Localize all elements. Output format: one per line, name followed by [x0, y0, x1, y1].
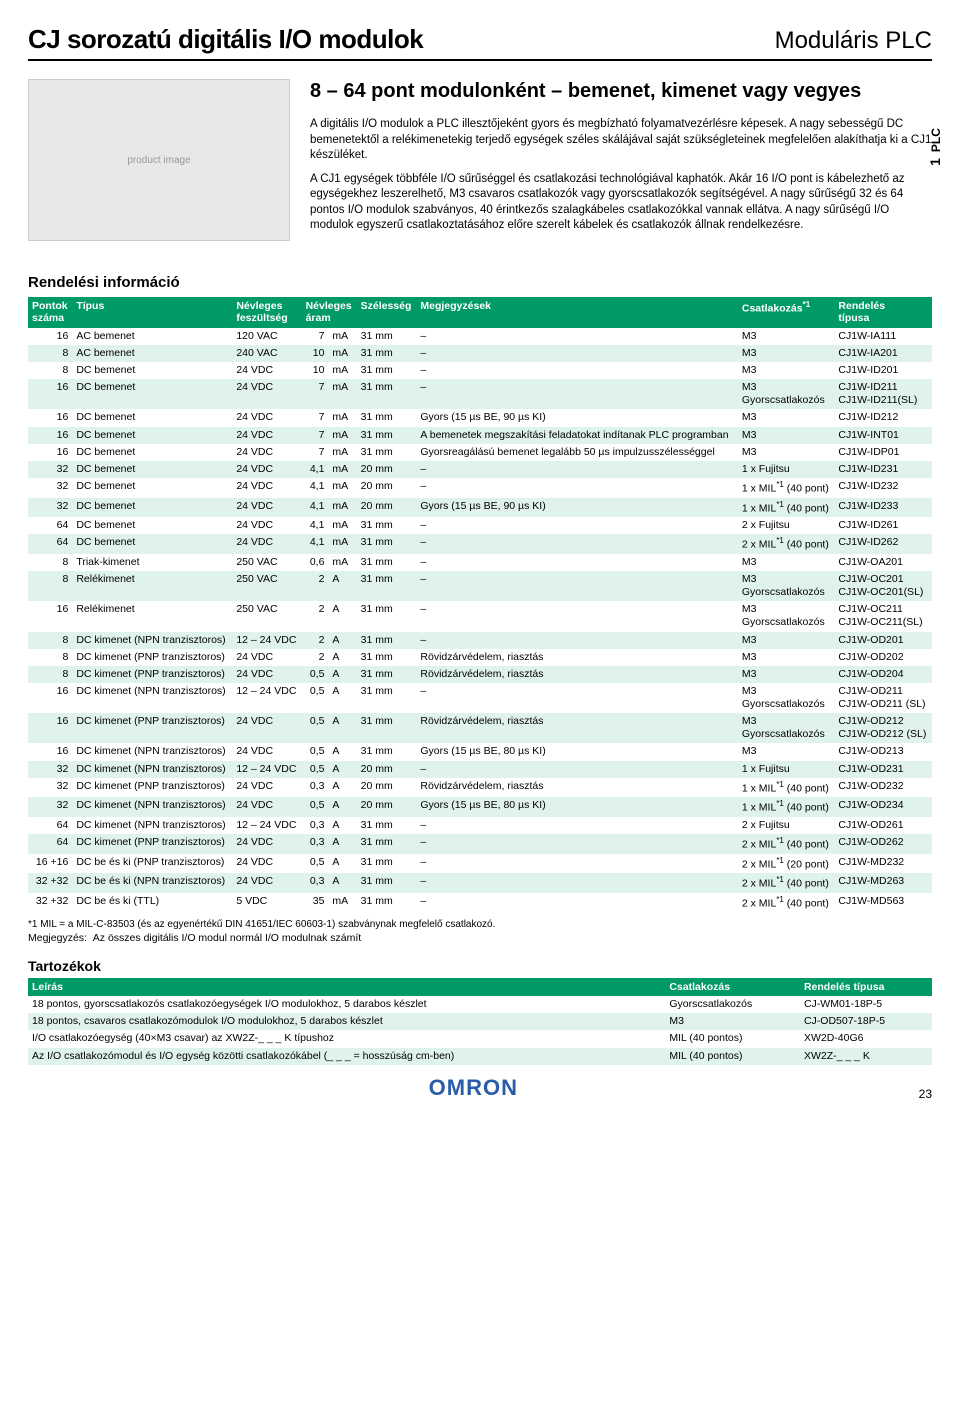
table-row: 8Relékimenet250 VAC2A31 mm–M3Gyorscsatla… [28, 571, 932, 601]
order-table: PontokszámaTípusNévlegesfeszültségNévleg… [28, 297, 932, 913]
table-row: 64DC bemenet24 VDC4,1mA31 mm–2 x MIL*1 (… [28, 534, 932, 554]
table-row: 8Triak-kimenet250 VAC0,6mA31 mm–M3CJ1W-O… [28, 554, 932, 571]
table-row: 32DC bemenet24 VDC4,1mA20 mm–1 x Fujitsu… [28, 461, 932, 478]
table-row: 8AC bemenet240 VAC10mA31 mm–M3CJ1W-IA201 [28, 345, 932, 362]
table-row: 32DC bemenet24 VDC4,1mA20 mmGyors (15 µs… [28, 498, 932, 518]
table-row: 32DC kimenet (NPN tranzisztoros)12 – 24 … [28, 761, 932, 778]
intro-p1: A digitális I/O modulok a PLC illesztője… [310, 117, 932, 164]
col-header: Szélesség [357, 297, 417, 328]
product-image: product image [28, 79, 290, 241]
page-category: Moduláris PLC [775, 27, 932, 55]
table-row: Az I/O csatlakozómodul és I/O egység köz… [28, 1048, 932, 1065]
table-row: 18 pontos, gyorscsatlakozós csatlakozóeg… [28, 996, 932, 1013]
table-row: 32DC kimenet (NPN tranzisztoros)24 VDC0,… [28, 797, 932, 817]
footnote: *1 MIL = a MIL-C-83503 (és az egyenérték… [28, 919, 932, 930]
table-row: 8DC bemenet24 VDC10mA31 mm–M3CJ1W-ID201 [28, 362, 932, 379]
table-row: 8DC kimenet (NPN tranzisztoros)12 – 24 V… [28, 632, 932, 649]
table-row: 64DC kimenet (NPN tranzisztoros)12 – 24 … [28, 817, 932, 834]
intro-p2: A CJ1 egységek többféle I/O sűrűséggel é… [310, 172, 932, 234]
table-row: 64DC bemenet24 VDC4,1mA31 mm–2 x Fujitsu… [28, 517, 932, 534]
col-header: Típus [72, 297, 232, 328]
page-title: CJ sorozatú digitális I/O modulok [28, 24, 423, 55]
section-order: Rendelési információ [28, 274, 932, 291]
headline: 8 – 64 pont modulonként – bemenet, kimen… [310, 79, 932, 103]
col-header: Rendeléstípusa [834, 297, 932, 328]
page-number: 23 [919, 1087, 932, 1101]
table-row: 16DC bemenet24 VDC7mA31 mmGyorsreagálású… [28, 444, 932, 461]
section-accessories: Tartozékok [28, 958, 932, 974]
col-header: Névlegesáram [302, 297, 357, 328]
table-row: 16DC bemenet24 VDC7mA31 mmGyors (15 µs B… [28, 409, 932, 426]
col-header: Megjegyzések [416, 297, 737, 328]
table-row: 16DC bemenet24 VDC7mA31 mm–M3Gyorscsatla… [28, 379, 932, 409]
footer: OMRON 23 [28, 1075, 932, 1101]
table-row: 16AC bemenet120 VAC7mA31 mm–M3CJ1W-IA111 [28, 328, 932, 345]
table-row: 32 +32DC be és ki (NPN tranzisztoros)24 … [28, 873, 932, 893]
col-header: Névlegesfeszültség [232, 297, 301, 328]
table-row: 16 +16DC be és ki (PNP tranzisztoros)24 … [28, 854, 932, 874]
col-header: Pontokszáma [28, 297, 72, 328]
table-row: 8DC kimenet (PNP tranzisztoros)24 VDC0,5… [28, 666, 932, 683]
table-row: 16DC bemenet24 VDC7mA31 mmA bemenetek me… [28, 427, 932, 444]
table-row: 16DC kimenet (NPN tranzisztoros)24 VDC0,… [28, 743, 932, 760]
table-row: 18 pontos, csavaros csatlakozómodulok I/… [28, 1013, 932, 1030]
table-row: 32 +32DC be és ki (TTL)5 VDC35mA31 mm–2 … [28, 893, 932, 913]
side-tab: 1PLC [927, 128, 943, 166]
omron-logo: OMRON [429, 1075, 518, 1101]
table-row: I/O csatlakozóegység (40×M3 csavar) az X… [28, 1030, 932, 1047]
table-row: 16DC kimenet (PNP tranzisztoros)24 VDC0,… [28, 713, 932, 743]
table-row: 64DC kimenet (PNP tranzisztoros)24 VDC0,… [28, 834, 932, 854]
table-row: 16DC kimenet (NPN tranzisztoros)12 – 24 … [28, 683, 932, 713]
page-header: CJ sorozatú digitális I/O modulok Modulá… [28, 24, 932, 61]
col-header: Csatlakozás*1 [738, 297, 835, 328]
table-row: 16Relékimenet250 VAC2A31 mm–M3Gyorscsatl… [28, 601, 932, 631]
note: Megjegyzés: Az összes digitális I/O modu… [28, 932, 932, 944]
table-row: 32DC kimenet (PNP tranzisztoros)24 VDC0,… [28, 778, 932, 798]
intro-block: product image 8 – 64 pont modulonként – … [28, 79, 932, 242]
accessories-table: LeírásCsatlakozásRendelés típusa 18 pont… [28, 978, 932, 1065]
table-row: 8DC kimenet (PNP tranzisztoros)24 VDC2A3… [28, 649, 932, 666]
table-row: 32DC bemenet24 VDC4,1mA20 mm–1 x MIL*1 (… [28, 478, 932, 498]
